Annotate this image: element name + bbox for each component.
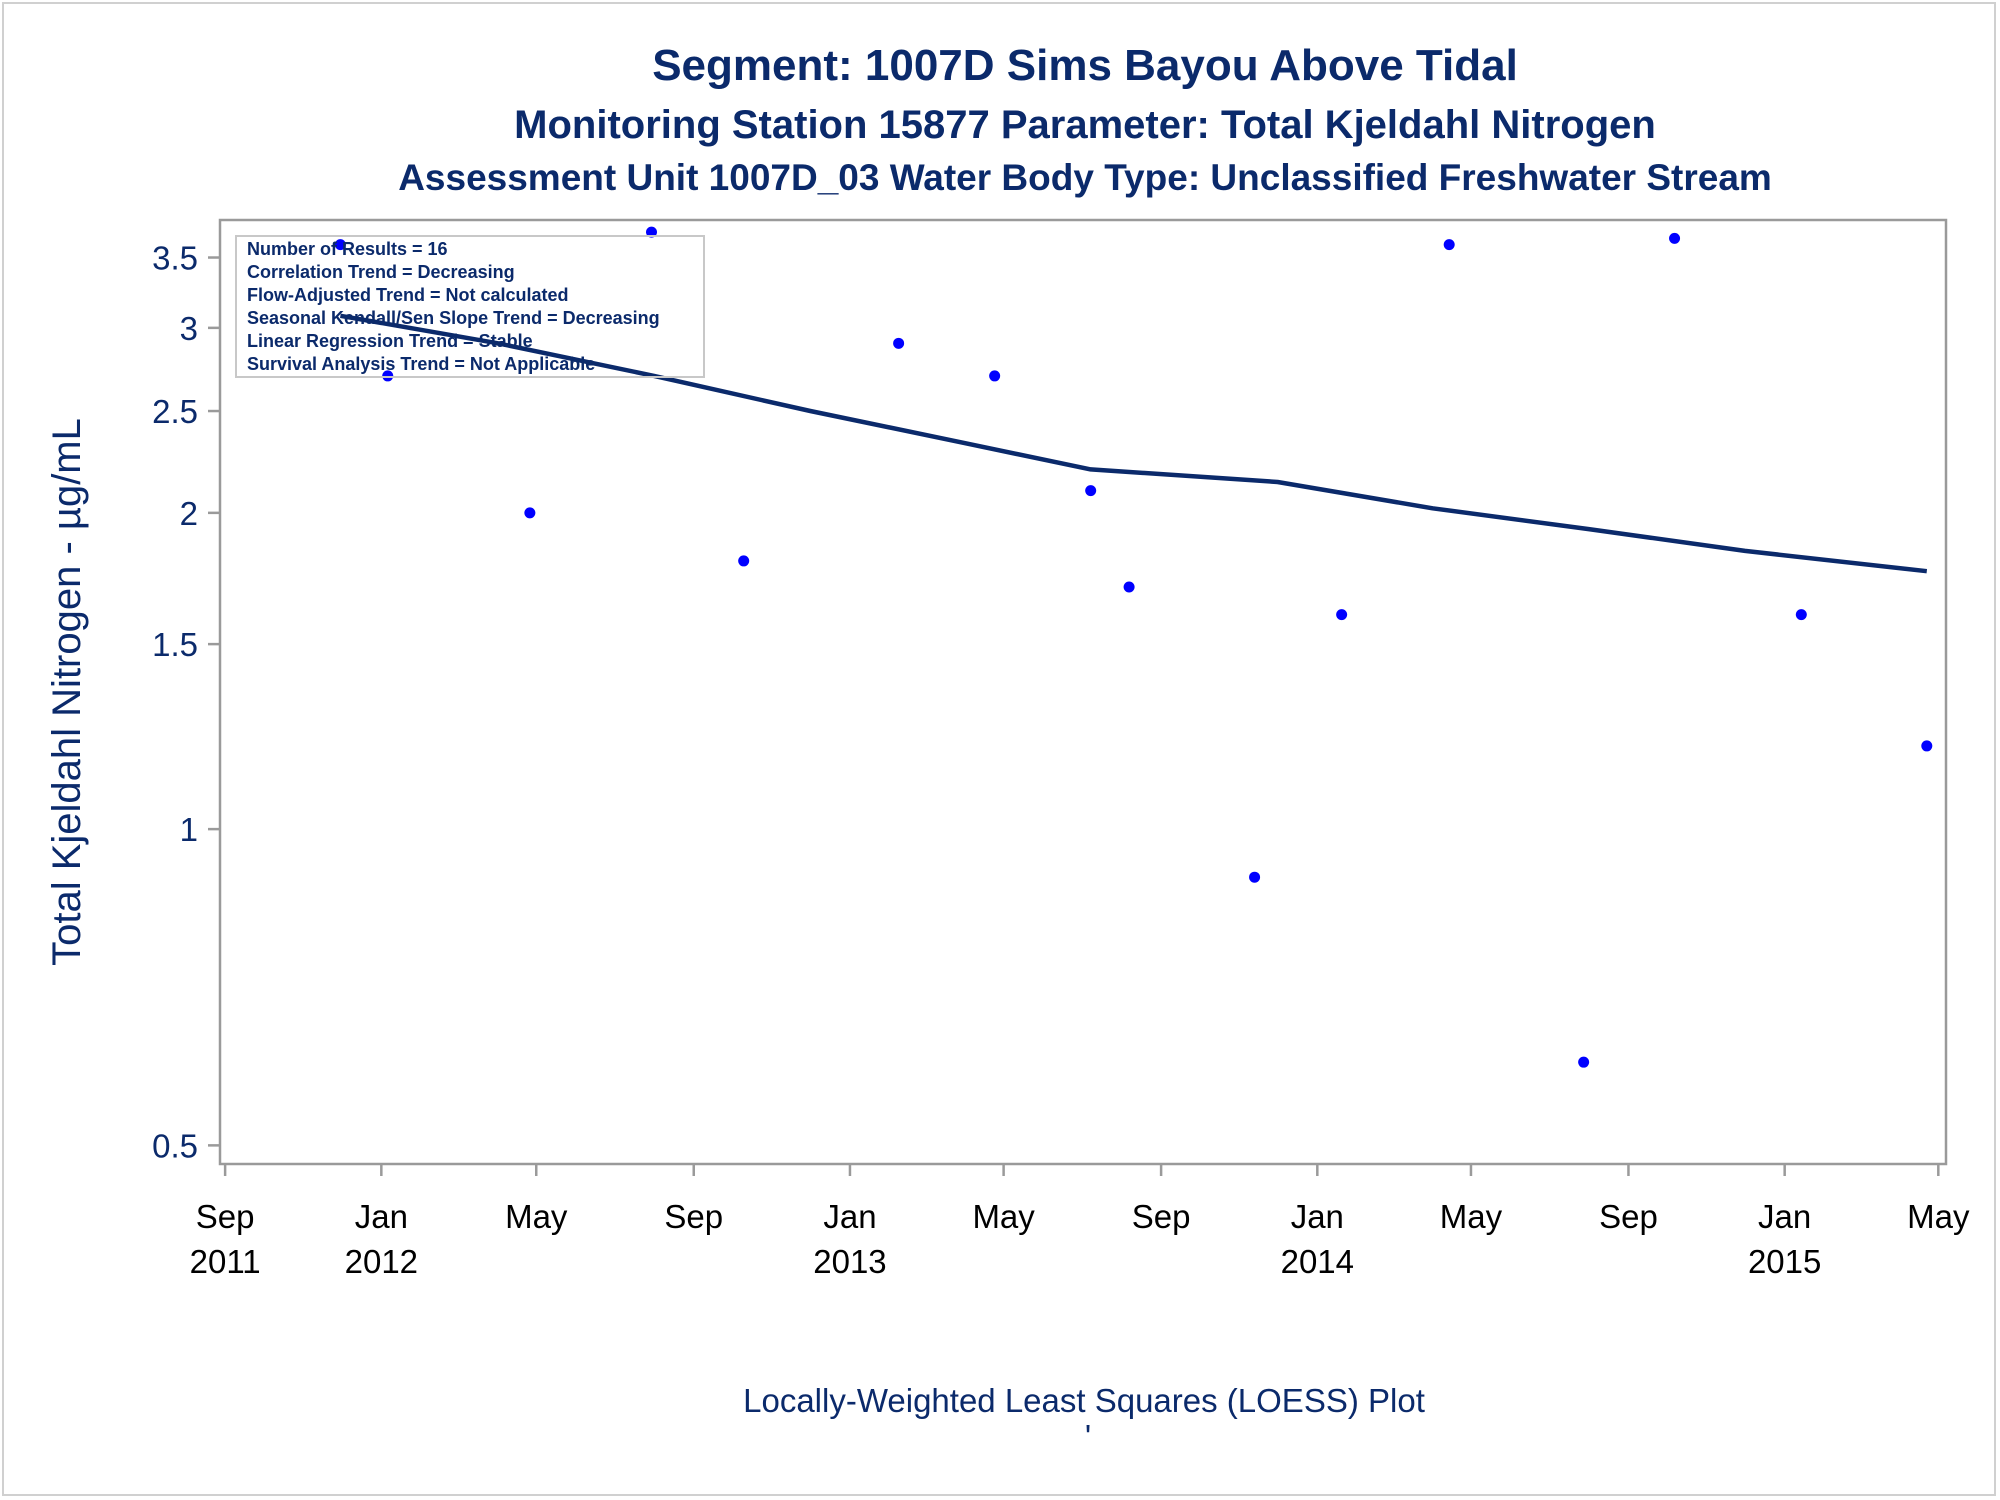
- trend-legend-line: Number of Results = 16: [247, 239, 448, 259]
- y-axis-label: Total Kjeldahl Nitrogen - µg/mL: [45, 418, 89, 966]
- x-tick-year-label: 2012: [345, 1243, 418, 1280]
- y-tick-label: 3.5: [152, 240, 198, 277]
- data-point: [989, 370, 1001, 382]
- y-tick-label: 1.5: [152, 626, 198, 663]
- data-series: [334, 226, 1933, 1068]
- x-axis: Sep 2011 Jan 2012 May Sep Jan 2013 May Sep Jan 2014…: [190, 1164, 1970, 1280]
- y-tick-label: 2.5: [152, 393, 198, 430]
- chart-title: Segment: 1007D Sims Bayou Above Tidal: [652, 41, 1518, 90]
- y-tick-label: 2: [180, 495, 198, 532]
- data-point: [646, 226, 657, 238]
- data-point: [1336, 609, 1348, 621]
- y-tick-label: 0.5: [152, 1127, 198, 1164]
- plot-area: [218, 218, 1948, 1166]
- trend-legend-line: Seasonal Kendall/Sen Slope Trend = Decre…: [247, 308, 660, 328]
- x-tick-year-label: 2011: [190, 1243, 261, 1280]
- data-point: [1795, 609, 1807, 621]
- x-tick-label: May: [505, 1198, 568, 1235]
- data-point: [1085, 485, 1097, 497]
- trend-legend-line: Linear Regression Trend = Stable: [247, 331, 533, 351]
- trend-legend-line: Correlation Trend = Decreasing: [247, 262, 515, 282]
- footnote-mark: ': [1085, 1418, 1091, 1455]
- x-tick-year-label: 2015: [1748, 1243, 1821, 1280]
- x-tick-label: Sep: [1599, 1198, 1658, 1235]
- data-point: [1123, 581, 1135, 593]
- x-tick-label: May: [1440, 1198, 1503, 1235]
- data-point: [524, 507, 536, 519]
- y-tick-label: 1: [180, 811, 198, 848]
- data-point: [893, 337, 905, 349]
- trend-legend-line: Flow-Adjusted Trend = Not calculated: [247, 285, 569, 305]
- data-point: [1443, 239, 1455, 251]
- x-tick-label: Sep: [1132, 1198, 1191, 1235]
- x-tick-year-label: 2013: [813, 1243, 886, 1280]
- data-point: [1249, 871, 1261, 883]
- x-tick-label: Jan: [355, 1198, 408, 1235]
- data-point: [738, 555, 750, 567]
- data-point: [382, 370, 394, 382]
- x-tick-label: Jan: [1291, 1198, 1344, 1235]
- trend-legend-frame: [235, 235, 705, 378]
- trend-legend-box: Number of Results = 16 Correlation Trend …: [235, 235, 705, 378]
- footnote: Locally-Weighted Least Squares (LOESS) P…: [743, 1382, 1425, 1419]
- loess-line: [340, 313, 1928, 574]
- y-axis: 0.5 1 1.5 2 2.5 3 3.5: [152, 240, 220, 1164]
- chart-subtitle: Monitoring Station 15877 Parameter: Tota…: [514, 103, 1656, 147]
- x-tick-label: Sep: [664, 1198, 723, 1235]
- chart-subtitle-2: Assessment Unit 1007D_03 Water Body Type…: [398, 157, 1772, 198]
- data-point: [1921, 740, 1933, 752]
- data-point: [334, 239, 346, 251]
- trend-legend-line: Survival Analysis Trend = Not Applicable: [247, 354, 595, 374]
- x-tick-label: Jan: [1758, 1198, 1811, 1235]
- x-tick-year-label: 2014: [1281, 1243, 1354, 1280]
- data-point: [1578, 1056, 1590, 1068]
- data-point: [1669, 232, 1681, 244]
- x-tick-label: Jan: [823, 1198, 876, 1235]
- y-tick-label: 3: [180, 310, 198, 347]
- x-tick-label: May: [972, 1198, 1035, 1235]
- x-tick-label: Sep: [196, 1198, 255, 1235]
- x-tick-label: May: [1907, 1198, 1970, 1235]
